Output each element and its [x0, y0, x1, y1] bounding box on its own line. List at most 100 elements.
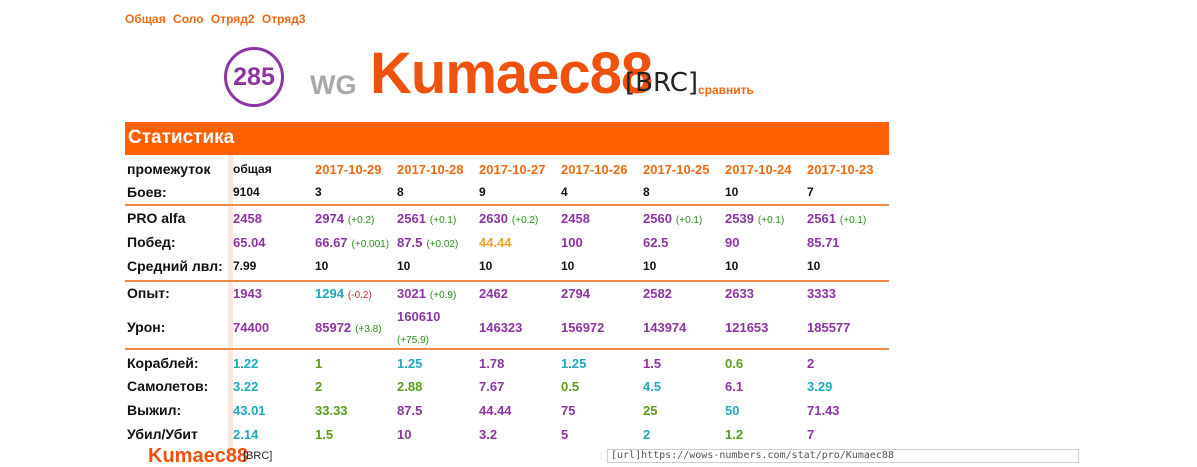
tab-squad3[interactable]: Отряд3 — [261, 12, 306, 26]
stat-value: 10 — [315, 259, 328, 273]
stat-value: 71.43 — [807, 403, 840, 418]
tab-general[interactable]: Общая — [125, 12, 166, 26]
stat-value-value: 2 — [315, 379, 323, 394]
stat-value-value: 1.25 — [397, 356, 423, 371]
stat-value-value: 7.99 — [233, 259, 257, 273]
delta-value: (+0.1) — [429, 215, 457, 226]
stat-value-value: 2582 — [643, 286, 672, 301]
stat-value-value: 100 — [561, 235, 583, 250]
tab-solo[interactable]: Соло — [173, 12, 204, 26]
stat-value: 7.99 — [233, 259, 256, 273]
stat-value: 3.29 — [807, 379, 832, 394]
stat-value: 87.5 (+0.02) — [397, 235, 458, 250]
stat-value: 25 — [643, 403, 657, 418]
stat-value-value: 10 — [643, 259, 657, 273]
column-header: 2017-10-26 — [561, 162, 628, 177]
stat-value: 1.5 — [643, 356, 661, 371]
stat-value: 1 — [315, 356, 322, 371]
stat-value: 7.67 — [479, 379, 504, 394]
rating-badge: 285 — [224, 47, 284, 107]
stat-value-value: 10 — [561, 259, 575, 273]
stat-value-value: 10 — [315, 259, 329, 273]
row-label-avg_level-value: Средний лвл: — [127, 258, 223, 274]
stats-panel-title: Статистика — [125, 122, 889, 155]
stat-value-value: 10 — [397, 259, 411, 273]
stat-value: 146323 — [479, 320, 522, 335]
footer-clan-tag: [BRC] — [243, 450, 273, 462]
stat-value: 9104 — [233, 185, 260, 199]
stat-value-value: 3.22 — [233, 379, 259, 394]
stat-value-value: 71.43 — [807, 403, 840, 418]
row-label-damage-value: Урон: — [127, 319, 166, 335]
stat-value: 1.78 — [479, 356, 504, 371]
stat-value: 2.88 — [397, 379, 422, 394]
stat-value-value: 87.5 — [397, 403, 423, 418]
stat-value-value: 160610 — [397, 309, 441, 324]
stat-value-value: 8 — [643, 185, 650, 199]
stat-value-value: 2 — [643, 427, 651, 442]
row-label-wins-value: Побед: — [127, 234, 176, 250]
delta-value: (+0.9) — [429, 290, 457, 301]
column-header: 2017-10-23 — [807, 162, 874, 177]
stat-value-value: 2561 — [397, 211, 426, 226]
row-label-battles: Боев: — [127, 184, 167, 200]
stat-value: 160610 — [397, 309, 440, 324]
stat-value: 1.5 — [315, 427, 333, 442]
stat-value-value: 4 — [561, 185, 568, 199]
column-header: 2017-10-24 — [725, 162, 792, 177]
stat-value-value: 6.1 — [725, 379, 744, 394]
stat-value-value: 87.5 — [397, 235, 423, 250]
stat-value: 10 — [725, 259, 738, 273]
stat-value-value: 1 — [315, 356, 323, 371]
stat-value-value: 44.44 — [479, 235, 512, 250]
row-label-pro-value: PRO alfa — [127, 210, 186, 226]
stat-value: 121653 — [725, 320, 768, 335]
column-header-value: 2017-10-27 — [479, 162, 546, 177]
clan-tag: [BRC] — [625, 68, 699, 98]
stat-value: 2458 — [561, 211, 590, 226]
compare-link[interactable]: сравнить — [698, 83, 754, 97]
stat-value-value: 1.25 — [561, 356, 587, 371]
delta-value: (+0.2) — [511, 215, 539, 226]
stat-value: 6.1 — [725, 379, 743, 394]
row-label-wins: Побед: — [127, 234, 176, 250]
stat-value: 1943 — [233, 286, 262, 301]
column-header: 2017-10-27 — [479, 162, 546, 177]
stat-value: 1.25 — [561, 356, 586, 371]
stat-value: 2 — [807, 356, 814, 371]
stat-value: 100 — [561, 235, 583, 250]
stat-value-value: 65.04 — [233, 235, 266, 250]
stat-value: 8 — [397, 185, 404, 199]
stat-value-value: 1.5 — [643, 356, 662, 371]
stat-value: 10 — [725, 185, 738, 199]
stat-value-value: 10 — [725, 185, 739, 199]
delta-value: (+0.001) — [351, 239, 390, 250]
stat-value: 1294 (-0.2) — [315, 286, 372, 301]
stat-value: 2462 — [479, 286, 508, 301]
bbcode-field[interactable]: [url]https://wows-numbers.com/stat/pro/K… — [607, 449, 1079, 463]
stat-value: 4 — [561, 185, 568, 199]
stat-value: 3 — [315, 185, 322, 199]
delta-value: (+0.1) — [757, 215, 785, 226]
column-header-value: 2017-10-23 — [807, 162, 874, 177]
stat-value-value: 2462 — [479, 286, 508, 301]
stat-value-value: 2 — [807, 356, 815, 371]
stat-value: 7 — [807, 185, 814, 199]
stat-value: 2560 (+0.1) — [643, 211, 702, 226]
stat-value: 65.04 — [233, 235, 266, 250]
row-label-survived: Выжил: — [127, 402, 181, 418]
row-label-survived-value: Выжил: — [127, 402, 182, 418]
stat-value-value: 2458 — [233, 211, 262, 226]
stat-value: 1.25 — [397, 356, 422, 371]
stat-value-value: 43.01 — [233, 403, 266, 418]
stat-value-value: 0.5 — [561, 379, 580, 394]
delta-value: (+0.02) — [426, 239, 459, 250]
column-header: 2017-10-28 — [397, 162, 464, 177]
row-label-battles-value: Боев: — [127, 184, 167, 200]
stat-value-value: 2974 — [315, 211, 344, 226]
stat-value: 3.22 — [233, 379, 258, 394]
stat-value-value: 146323 — [479, 320, 523, 335]
stat-value-value: 7 — [807, 427, 815, 442]
tab-squad2[interactable]: Отряд2 — [210, 12, 255, 26]
stat-value-value: 75 — [561, 403, 576, 418]
